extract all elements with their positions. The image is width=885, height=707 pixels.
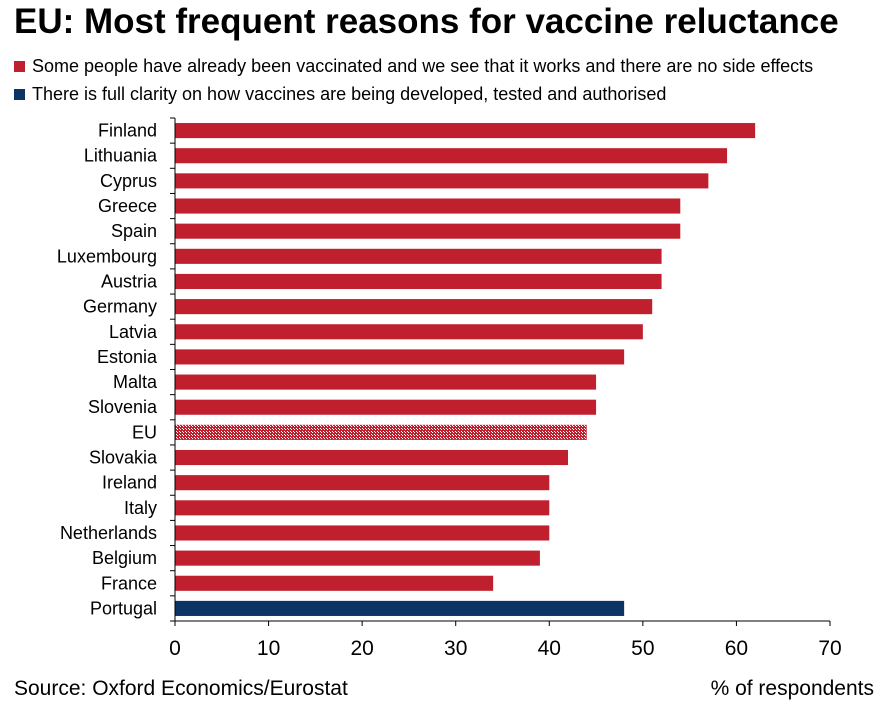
bar-portugal (175, 600, 625, 616)
category-label-cyprus: Cyprus (100, 171, 157, 191)
bar-slovakia (175, 449, 568, 466)
category-label-latvia: Latvia (109, 322, 158, 342)
bar-austria (175, 273, 662, 290)
bar-netherlands (175, 525, 550, 541)
bar-ireland (175, 475, 550, 491)
bar-belgium (175, 550, 540, 566)
legend-swatch-blue (14, 89, 25, 100)
category-label-finland: Finland (98, 121, 157, 141)
x-tick-label: 20 (350, 637, 373, 660)
category-label-belgium: Belgium (92, 548, 157, 568)
bar-france (175, 575, 494, 591)
bar-malta (175, 374, 597, 390)
category-label-austria: Austria (101, 271, 158, 291)
bar-finland (175, 123, 756, 139)
category-label-france: France (101, 573, 157, 593)
x-tick-label: 30 (444, 637, 467, 660)
legend-entry-full-clarity: There is full clarity on how vaccines ar… (14, 84, 666, 105)
category-label-slovenia: Slovenia (88, 397, 158, 417)
x-tick-label: 50 (631, 637, 654, 660)
unit-label: % of respondents (710, 677, 874, 700)
bar-greece (175, 198, 681, 214)
bar-estonia (175, 349, 625, 365)
category-label-luxembourg: Luxembourg (57, 246, 157, 266)
category-label-italy: Italy (124, 498, 157, 518)
legend-entry-vaccinated-no-side-effects: Some people have already been vaccinated… (14, 56, 813, 77)
bar-latvia (175, 324, 643, 340)
legend-label-vaccinated-no-side-effects: Some people have already been vaccinated… (32, 56, 814, 76)
x-tick-label: 70 (818, 637, 841, 660)
category-label-estonia: Estonia (97, 347, 158, 367)
category-label-netherlands: Netherlands (60, 523, 157, 543)
category-label-greece: Greece (98, 196, 157, 216)
bar-germany (175, 299, 653, 315)
bar-italy (175, 500, 550, 516)
x-tick-label: 40 (538, 637, 561, 660)
category-label-slovakia: Slovakia (89, 448, 158, 468)
category-label-eu: EU (132, 422, 157, 442)
legend-swatch-red (14, 61, 25, 72)
bar-lithuania (175, 148, 728, 164)
bar-spain (175, 223, 681, 239)
category-label-malta: Malta (113, 372, 158, 392)
bar-cyprus (175, 173, 709, 189)
category-label-portugal: Portugal (90, 598, 157, 618)
category-label-spain: Spain (111, 221, 157, 241)
bar-eu (175, 424, 587, 440)
bar-slovenia (175, 399, 597, 415)
chart-title: EU: Most frequent reasons for vaccine re… (14, 2, 839, 41)
category-label-germany: Germany (83, 297, 157, 317)
category-label-lithuania: Lithuania (84, 146, 158, 166)
x-tick-label: 10 (257, 637, 280, 660)
x-tick-label: 60 (725, 637, 748, 660)
source-note: Source: Oxford Economics/Eurostat (14, 677, 348, 700)
x-tick-label: 0 (169, 637, 181, 660)
category-label-ireland: Ireland (102, 473, 157, 493)
legend-label-full-clarity: There is full clarity on how vaccines ar… (32, 84, 667, 104)
bar-luxembourg (175, 248, 662, 264)
